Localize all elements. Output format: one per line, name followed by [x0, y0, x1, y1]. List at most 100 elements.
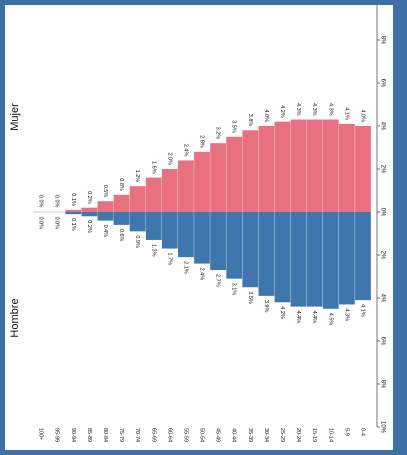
age-group-label: 40-44 [231, 428, 237, 442]
age-group-label: 80-84 [102, 428, 108, 442]
bar-male [129, 212, 146, 232]
bar-male [355, 212, 371, 301]
data-label-male: 4.3% [343, 308, 349, 321]
bar-male [161, 212, 178, 249]
age-group-label: 60-64 [166, 428, 172, 442]
data-label-female: 2.4% [182, 144, 188, 157]
age-group-label: 5-9 [343, 428, 349, 436]
bar-male [290, 212, 307, 307]
age-group-label: 20-24 [295, 428, 301, 442]
value-tick-label: 8% [379, 380, 385, 389]
data-label-male: 2.4% [199, 268, 205, 281]
value-tick-label: 8% [379, 36, 385, 45]
bar-female [338, 123, 355, 212]
data-label-female: 4.0% [263, 109, 269, 122]
bar-male [113, 212, 130, 225]
bar-female [97, 201, 114, 212]
bar-female [242, 130, 259, 212]
data-label-female: 0.2% [86, 191, 92, 204]
data-label-male: 0.0% [54, 217, 60, 230]
value-tick-label: 4% [379, 122, 385, 131]
value-tick-label: 2% [379, 165, 385, 174]
data-label-female: 1.6% [150, 161, 156, 174]
value-tick-label: 10% [379, 421, 385, 434]
bar-female [306, 119, 323, 212]
age-group-label: 70-74 [134, 428, 140, 442]
value-tick-label: 4% [379, 294, 385, 303]
data-label-male: 0.2% [86, 220, 92, 233]
data-label-male: 1.7% [166, 253, 172, 266]
bar-male [338, 212, 355, 305]
age-group-label: 25-29 [279, 428, 285, 442]
data-label-male: 0.1% [70, 218, 76, 231]
bar-female [322, 119, 339, 212]
bar-male [226, 212, 243, 279]
age-group-label: 100+ [38, 428, 44, 440]
bar-female [81, 207, 98, 212]
bar-male [97, 212, 114, 221]
female-side-label: Mujer [9, 103, 21, 131]
bar-female [49, 211, 66, 212]
data-label-male: 4.1% [359, 304, 365, 317]
bar-female [194, 151, 210, 212]
data-label-male: 4.4% [295, 311, 301, 324]
age-group-label: 55-59 [182, 428, 188, 442]
bar-male [145, 212, 162, 240]
male-side-label: Hombre [9, 298, 21, 337]
bar-male [242, 212, 259, 288]
data-label-female: 0.0% [38, 195, 44, 208]
data-label-male: 3.5% [247, 291, 253, 304]
age-group-label: 0-4 [359, 428, 365, 436]
bar-female [113, 194, 130, 212]
bar-female [258, 126, 275, 212]
data-label-female: 3.2% [215, 127, 221, 140]
bar-female [129, 186, 146, 212]
bar-female [226, 136, 243, 212]
data-label-male: 4.2% [279, 306, 285, 319]
age-group-label: 15-19 [311, 428, 317, 442]
value-tick-label: 2% [379, 251, 385, 260]
bar-male [81, 212, 98, 217]
age-group-label: 30-34 [263, 428, 269, 442]
age-group-label: 95-99 [54, 428, 60, 442]
data-label-male: 3.1% [231, 283, 237, 296]
age-group-label: 35-39 [247, 428, 253, 442]
age-group-label: 45-49 [215, 428, 221, 442]
data-label-male: 4.4% [311, 311, 317, 324]
data-label-female: 0.5% [102, 185, 108, 198]
data-label-female: 4.3% [327, 103, 333, 116]
bar-male [258, 212, 275, 296]
bar-male [65, 212, 82, 215]
data-label-female: 0.8% [118, 178, 124, 191]
population-pyramid-chart: 10%8%6%4%2%0%2%4%6%8%10%0.0%0.0%100+0.0%… [9, 5, 385, 442]
data-label-male: 3.9% [263, 300, 269, 313]
bar-male [274, 212, 291, 303]
data-label-female: 0.0% [54, 195, 60, 208]
data-label-female: 4.3% [311, 103, 317, 116]
data-label-female: 3.5% [231, 120, 237, 133]
data-label-male: 1.3% [150, 244, 156, 257]
bar-female [145, 177, 162, 212]
bar-male [306, 212, 323, 307]
data-label-female: 3.8% [247, 114, 253, 127]
data-label-male: 0.9% [134, 235, 140, 248]
data-label-female: 4.3% [295, 103, 301, 116]
bar-male [194, 212, 210, 264]
data-label-female: 4.0% [359, 109, 365, 122]
bar-female [290, 119, 307, 212]
age-group-label: 50-54 [199, 428, 205, 442]
bar-female [274, 121, 291, 212]
data-label-male: 2.1% [182, 261, 188, 274]
bar-female [33, 211, 49, 212]
age-group-label: 75-79 [118, 428, 124, 442]
age-group-label: 85-89 [86, 428, 92, 442]
value-tick-label: 6% [379, 79, 385, 88]
bar-male [49, 212, 66, 213]
age-group-label: 10-14 [327, 428, 333, 442]
data-label-female: 1.2% [134, 170, 140, 183]
age-group-label: 65-69 [150, 428, 156, 442]
bar-female [355, 126, 371, 212]
data-label-female: 2.0% [166, 152, 172, 165]
data-label-male: 0.4% [102, 225, 108, 238]
